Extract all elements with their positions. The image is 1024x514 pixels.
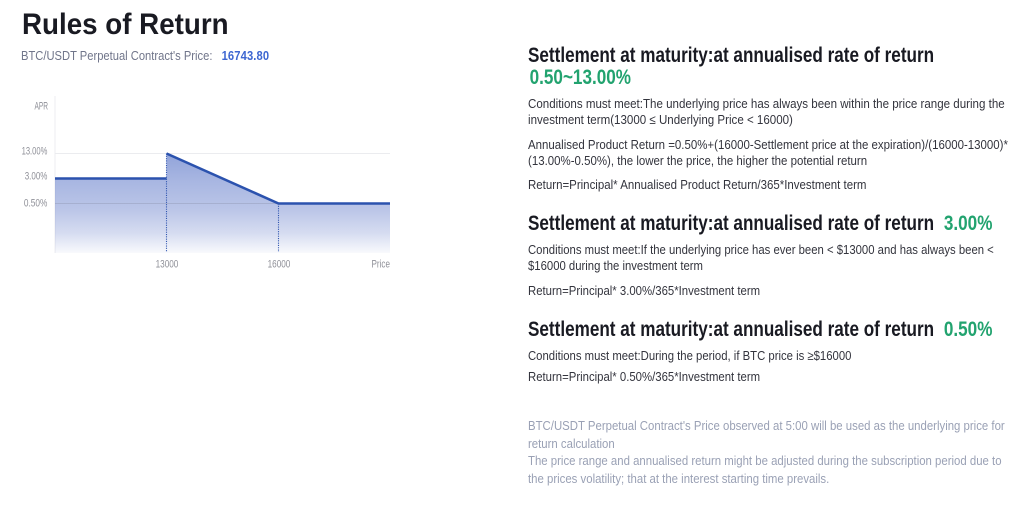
svg-text:3.00%: 3.00% (25, 170, 48, 183)
svg-text:0.50%: 0.50% (24, 198, 48, 210)
svg-text:13.00%: 13.00% (22, 145, 48, 158)
svg-text:16000: 16000 (268, 258, 291, 270)
svg-text:APR: APR (35, 100, 49, 112)
svg-text:13000: 13000 (156, 258, 179, 270)
svg-text:Price: Price (372, 258, 390, 271)
